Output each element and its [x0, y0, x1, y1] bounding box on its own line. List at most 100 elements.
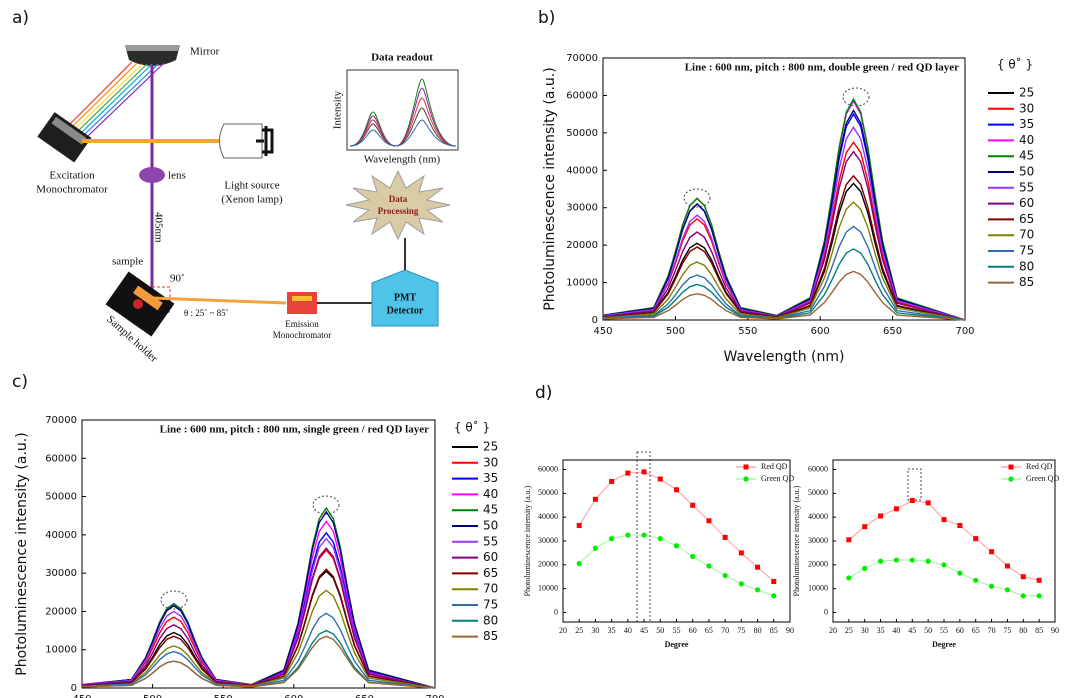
y-tick-label: 40000 — [566, 165, 598, 176]
legend-label: 85 — [1019, 275, 1034, 289]
legend-label: Green QD — [1026, 474, 1059, 483]
y-tick-label: 10000 — [538, 583, 558, 592]
pmt-label: Detector — [387, 305, 424, 316]
y-tick-label: 10000 — [566, 278, 598, 289]
y-tick-label: 40000 — [538, 512, 558, 521]
marker — [738, 581, 744, 587]
legend-label: Red QD — [1026, 462, 1053, 471]
marker — [925, 500, 931, 506]
marker — [1036, 577, 1042, 583]
x-tick-label: 85 — [770, 626, 778, 635]
x-tick-label: 45 — [640, 626, 648, 635]
sample-spot — [133, 299, 143, 309]
legend-label: Green QD — [761, 474, 794, 483]
y-tick-label: 50000 — [45, 492, 77, 503]
emission-beam — [151, 296, 287, 305]
marker — [576, 523, 582, 529]
x-tick-label: 450 — [72, 694, 91, 698]
chart-title: Line : 600 nm, pitch : 800 nm, single gr… — [160, 424, 430, 436]
marker — [657, 536, 663, 542]
x-tick-label: 500 — [143, 694, 162, 698]
legend-label: 45 — [1019, 149, 1034, 163]
y-tick-label: 20000 — [45, 606, 77, 617]
lens — [139, 167, 165, 183]
lamp-electrode — [256, 126, 274, 156]
x-tick-label: 80 — [1019, 626, 1027, 635]
marker — [690, 502, 696, 508]
series-line — [81, 520, 436, 689]
peak-circle — [160, 590, 188, 610]
series-line — [602, 174, 966, 321]
x-tick-label: 70 — [988, 626, 996, 635]
y-tick-label: 70000 — [45, 415, 77, 426]
theta-label: θ : 25˚ ~ 85˚ — [184, 308, 229, 318]
legend-label: 55 — [1019, 180, 1034, 194]
x-tick-label: 500 — [666, 326, 685, 337]
marker — [722, 572, 728, 579]
panel-label: b) — [538, 8, 555, 28]
angle-label: 90˚ — [170, 273, 185, 285]
marker — [592, 545, 599, 551]
marker — [957, 523, 963, 529]
legend-marker — [743, 464, 749, 470]
x-tick-label: 700 — [425, 694, 444, 698]
marker — [941, 517, 947, 523]
y-tick-label: 10000 — [45, 645, 77, 656]
x-tick-label: 50 — [924, 626, 932, 635]
legend-label: 35 — [1019, 117, 1034, 131]
marker — [722, 534, 728, 540]
readout-x-label: Wavelength (nm) — [364, 154, 441, 166]
y-tick-label: 40000 — [45, 530, 77, 541]
series-line — [602, 270, 966, 321]
series-line — [602, 125, 966, 321]
y-tick-label: 60000 — [538, 464, 558, 473]
legend-label: 70 — [1019, 228, 1034, 242]
lens-label: lens — [168, 170, 186, 182]
lamp — [219, 123, 263, 159]
legend-label: 85 — [483, 629, 498, 643]
marker — [625, 470, 631, 476]
readout-y-label: Intensity — [332, 90, 344, 129]
x-axis-label: Degree — [932, 640, 956, 649]
x-tick-label: 50 — [656, 626, 664, 635]
x-tick-label: 40 — [892, 626, 900, 635]
x-tick-label: 20 — [559, 626, 567, 635]
x-tick-label: 650 — [355, 694, 374, 698]
plot-frame — [562, 459, 791, 623]
marker — [641, 469, 647, 475]
grating — [292, 296, 312, 301]
y-tick-label: 50000 — [566, 128, 598, 139]
marker — [862, 524, 868, 530]
panel-label: c) — [12, 372, 28, 392]
y-tick-label: 20000 — [566, 240, 598, 251]
excitation-label: Monochromator — [36, 184, 108, 196]
legend-title: { θ˚ } — [454, 420, 490, 435]
legend-label: 30 — [483, 455, 498, 469]
pmt-label: PMT — [394, 292, 417, 303]
x-tick-label: 55 — [673, 626, 681, 635]
marker — [576, 561, 582, 567]
x-tick-label: 65 — [972, 626, 980, 635]
x-tick-label: 35 — [608, 626, 616, 635]
processing-label: Data — [389, 194, 408, 204]
marker — [609, 478, 615, 484]
x-tick-label: 25 — [575, 626, 583, 635]
sample-label: sample — [112, 256, 143, 268]
marker — [771, 579, 777, 584]
marker — [1020, 574, 1026, 580]
y-tick-label: 0 — [554, 607, 558, 616]
sample — [133, 285, 163, 311]
legend-label: 40 — [483, 487, 498, 501]
series-line — [81, 531, 436, 689]
emission-label: Monochromator — [273, 330, 332, 340]
marker — [989, 549, 995, 555]
x-tick-label: 90 — [1051, 626, 1059, 635]
readout-title: Data readout — [371, 52, 433, 64]
marker — [909, 498, 915, 503]
y-tick-label: 60000 — [566, 90, 598, 101]
series-line — [81, 549, 436, 689]
pmt-detector — [371, 269, 439, 327]
x-tick-label: 60 — [689, 626, 697, 635]
marker — [973, 536, 979, 542]
